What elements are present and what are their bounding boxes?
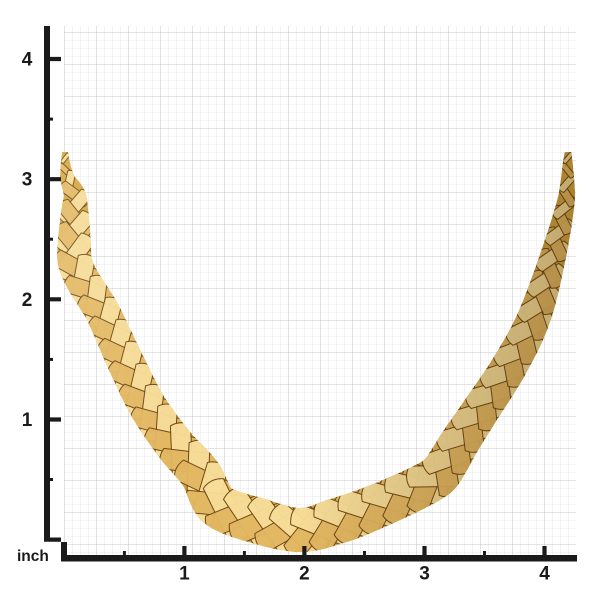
svg-text:2: 2: [299, 564, 310, 585]
svg-text:3: 3: [22, 170, 33, 191]
svg-text:4: 4: [22, 50, 33, 71]
svg-text:4: 4: [539, 564, 550, 585]
svg-text:3: 3: [419, 564, 430, 585]
svg-text:inch: inch: [17, 548, 49, 565]
svg-text:1: 1: [179, 564, 190, 585]
svg-text:1: 1: [22, 410, 33, 431]
svg-text:2: 2: [22, 290, 33, 311]
